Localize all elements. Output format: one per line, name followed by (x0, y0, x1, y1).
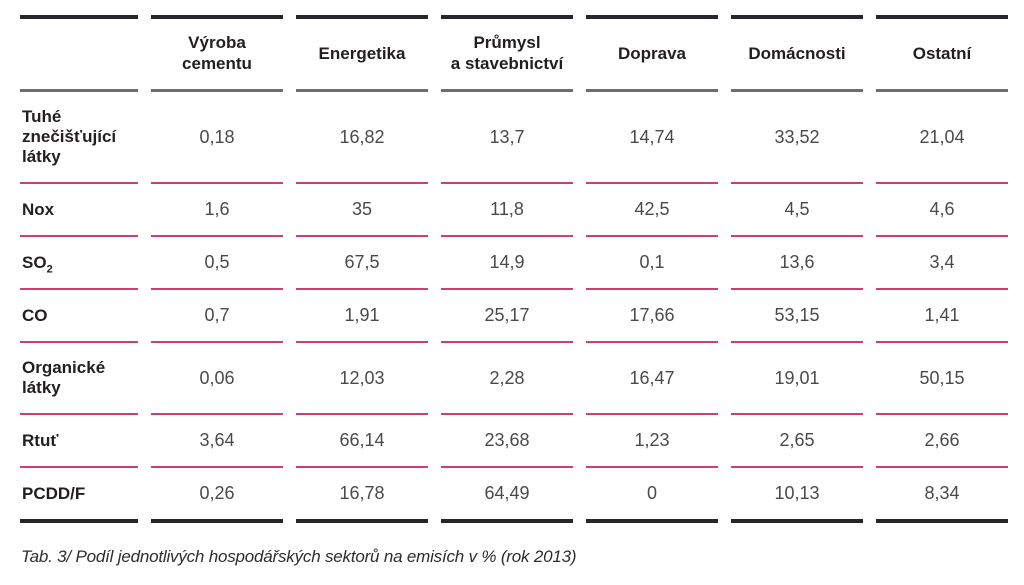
cell-value: 14,74 (586, 92, 718, 184)
cell-value: 33,52 (731, 92, 863, 184)
cell-value: 3,64 (151, 415, 283, 468)
row-label: CO (20, 290, 138, 343)
cell-value: 0,06 (151, 343, 283, 415)
cell-value: 8,34 (876, 468, 1008, 523)
cell-value: 2,66 (876, 415, 1008, 468)
row-label-text: PCDD/F (22, 483, 86, 503)
row-label-text: SO (22, 252, 47, 272)
cell-value: 11,8 (441, 184, 573, 237)
header-row: Výroba cementu Energetika Průmysl a stav… (20, 15, 1008, 92)
table-row-pcddf: PCDD/F 0,26 16,78 64,49 0 10,13 8,34 (20, 468, 1008, 523)
cell-value: 1,23 (586, 415, 718, 468)
table-row-organicke-latky: Organické látky 0,06 12,03 2,28 16,47 19… (20, 343, 1008, 415)
column-header-ostatni: Ostatní (876, 15, 1008, 92)
cell-value: 4,5 (731, 184, 863, 237)
row-label-text: Tuhé znečišťující látky (22, 107, 117, 166)
table-row-so2: SO2 0,5 67,5 14,9 0,1 13,6 3,4 (20, 237, 1008, 290)
cell-value: 16,47 (586, 343, 718, 415)
row-label: SO2 (20, 237, 138, 290)
row-label-text: CO (22, 305, 48, 325)
cell-value: 50,15 (876, 343, 1008, 415)
cell-value: 35 (296, 184, 428, 237)
cell-value: 1,41 (876, 290, 1008, 343)
cell-value: 0,7 (151, 290, 283, 343)
table-row-co: CO 0,7 1,91 25,17 17,66 53,15 1,41 (20, 290, 1008, 343)
cell-value: 16,78 (296, 468, 428, 523)
cell-value: 13,7 (441, 92, 573, 184)
table-row-tuhe-znecistujici-latky: Tuhé znečišťující látky 0,18 16,82 13,7 … (20, 92, 1008, 184)
cell-value: 42,5 (586, 184, 718, 237)
row-label: Organické látky (20, 343, 138, 415)
corner-cell (20, 15, 138, 92)
cell-value: 64,49 (441, 468, 573, 523)
document-page: Výroba cementu Energetika Průmysl a stav… (0, 15, 1024, 585)
row-label-subscript: 2 (46, 262, 53, 275)
cell-value: 16,82 (296, 92, 428, 184)
emissions-table: Výroba cementu Energetika Průmysl a stav… (7, 15, 1021, 523)
cell-value: 0,26 (151, 468, 283, 523)
table-body: Tuhé znečišťující látky 0,18 16,82 13,7 … (20, 92, 1008, 523)
table-row-rtut: Rtuť 3,64 66,14 23,68 1,23 2,65 2,66 (20, 415, 1008, 468)
cell-value: 0,1 (586, 237, 718, 290)
row-label: Rtuť (20, 415, 138, 468)
cell-value: 0,5 (151, 237, 283, 290)
cell-value: 2,65 (731, 415, 863, 468)
column-header-doprava: Doprava (586, 15, 718, 92)
row-label-text: Rtuť (22, 430, 59, 450)
row-label: PCDD/F (20, 468, 138, 523)
cell-value: 19,01 (731, 343, 863, 415)
cell-value: 67,5 (296, 237, 428, 290)
cell-value: 3,4 (876, 237, 1008, 290)
cell-value: 25,17 (441, 290, 573, 343)
cell-value: 21,04 (876, 92, 1008, 184)
table-row-nox: Nox 1,6 35 11,8 42,5 4,5 4,6 (20, 184, 1008, 237)
cell-value: 17,66 (586, 290, 718, 343)
table-caption: Tab. 3/ Podíl jednotlivých hospodářských… (21, 547, 577, 566)
cell-value: 23,68 (441, 415, 573, 468)
row-label: Tuhé znečišťující látky (20, 92, 138, 184)
cell-value: 66,14 (296, 415, 428, 468)
cell-value: 13,6 (731, 237, 863, 290)
column-header-prumysl-a-stavebnictvi: Průmysl a stavebnictví (441, 15, 573, 92)
table-header: Výroba cementu Energetika Průmysl a stav… (20, 15, 1008, 92)
row-label: Nox (20, 184, 138, 237)
cell-value: 14,9 (441, 237, 573, 290)
cell-value: 1,91 (296, 290, 428, 343)
cell-value: 1,6 (151, 184, 283, 237)
column-header-domacnosti: Domácnosti (731, 15, 863, 92)
cell-value: 0 (586, 468, 718, 523)
cell-value: 10,13 (731, 468, 863, 523)
cell-value: 53,15 (731, 290, 863, 343)
column-header-vyroba-cementu: Výroba cementu (151, 15, 283, 92)
cell-value: 0,18 (151, 92, 283, 184)
row-label-text: Organické látky (22, 358, 106, 397)
cell-value: 12,03 (296, 343, 428, 415)
column-header-energetika: Energetika (296, 15, 428, 92)
cell-value: 4,6 (876, 184, 1008, 237)
row-label-text: Nox (22, 199, 55, 219)
cell-value: 2,28 (441, 343, 573, 415)
